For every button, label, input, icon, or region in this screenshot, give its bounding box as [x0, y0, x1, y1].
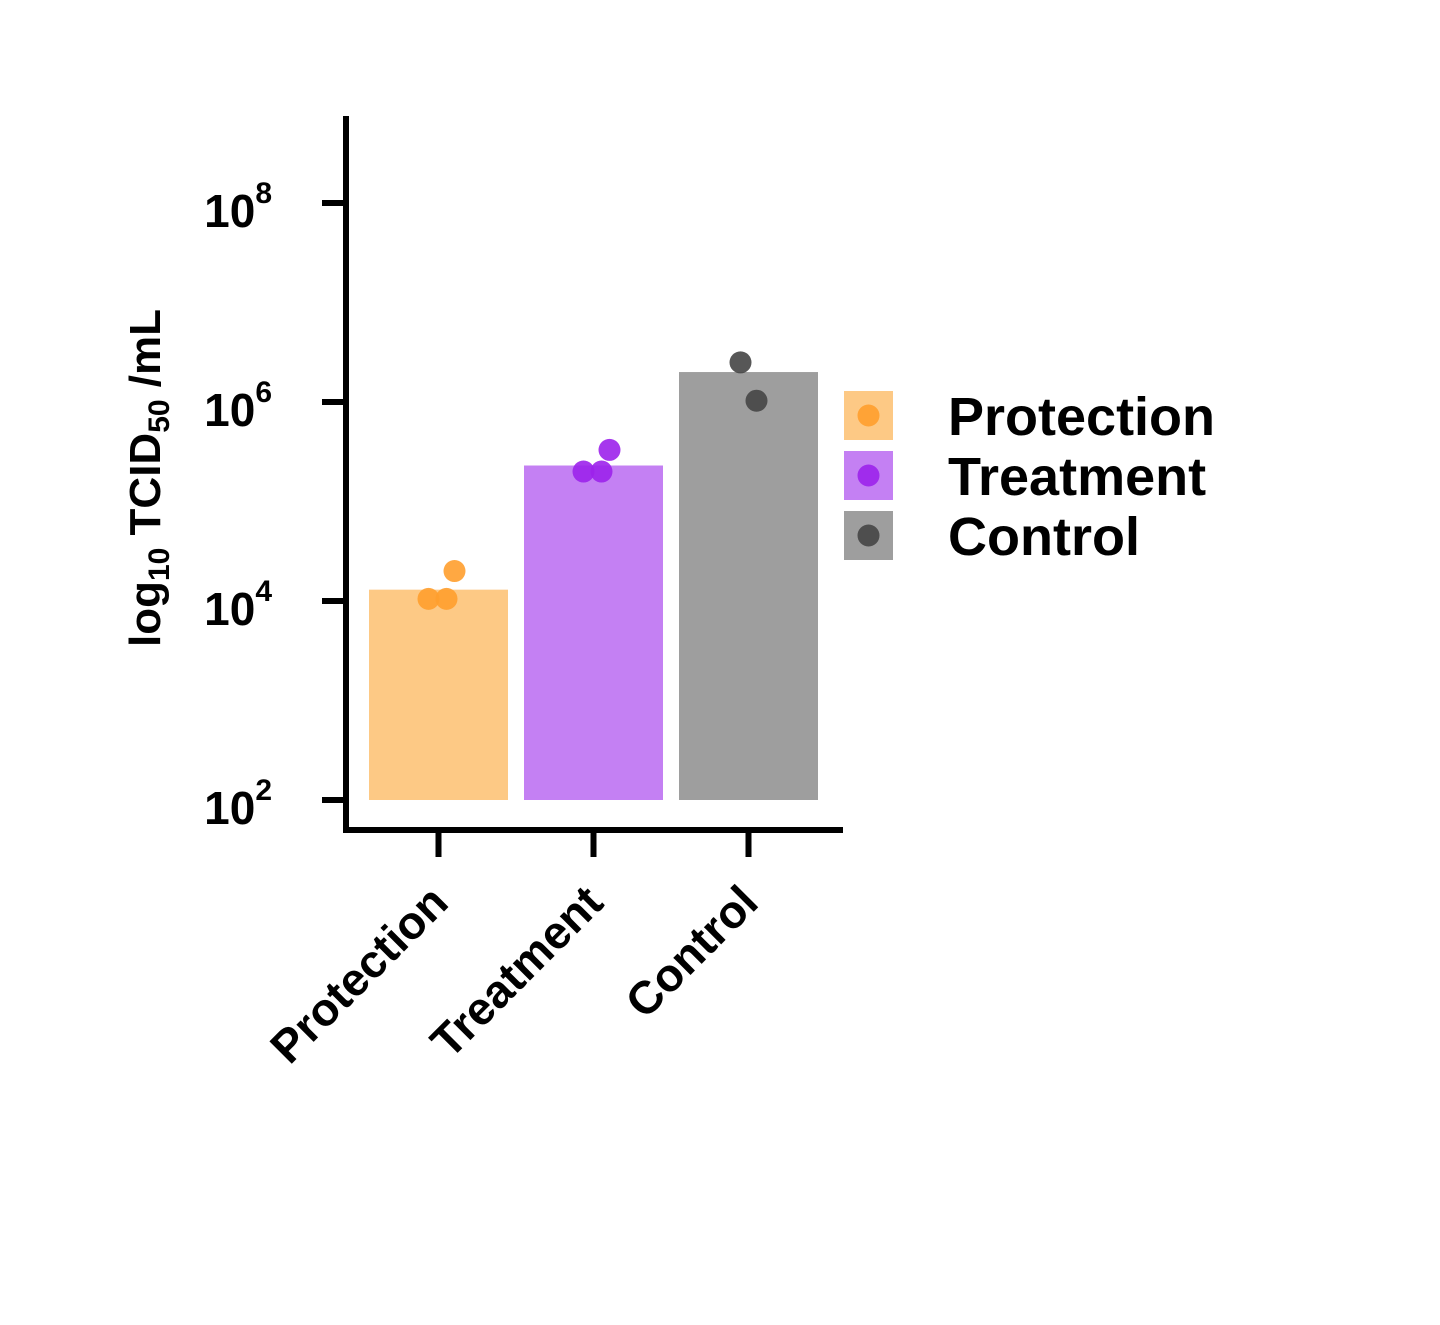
y-tick-base: 10	[204, 583, 255, 635]
point-protection-3	[443, 560, 466, 583]
legend-label-treatment: Treatment	[948, 447, 1206, 507]
legend-marker-control	[857, 524, 880, 547]
point-protection-1	[417, 587, 440, 610]
y-tick-exponent: 8	[255, 177, 272, 210]
point-treatment-1	[572, 460, 595, 483]
y-axis-label: log10 TCID50 /mL	[121, 309, 176, 647]
legend-marker-treatment	[857, 464, 880, 487]
y-tick-exponent: 2	[255, 774, 272, 807]
points-layer	[417, 351, 768, 610]
y-tick-label: 104	[204, 575, 272, 635]
point-treatment-2	[590, 460, 613, 483]
y-axis-label-log: log	[121, 581, 170, 647]
y-axis-label-tcid-sub: 50	[143, 399, 176, 432]
y-axis-label-log-sub: 10	[143, 548, 176, 581]
point-control-2	[745, 389, 768, 412]
bar-treatment	[524, 465, 663, 800]
point-control-1	[729, 351, 752, 374]
y-axis-label-tcid: TCID	[121, 433, 170, 548]
y-tick-base: 10	[204, 782, 255, 834]
point-protection-2	[435, 587, 458, 610]
bar-protection	[369, 589, 508, 800]
legend-label-protection: Protection	[948, 387, 1215, 447]
y-tick-base: 10	[204, 384, 255, 436]
y-tick-exponent: 6	[255, 376, 272, 409]
y-tick-base: 10	[204, 185, 255, 237]
y-tick-label: 108	[204, 177, 272, 237]
y-tick-exponent: 4	[255, 575, 272, 608]
y-axis-label-unit: /mL	[121, 309, 170, 399]
bars-layer	[369, 372, 818, 800]
x-tick-label-control: Control	[615, 875, 767, 1027]
legend-marker-protection	[857, 404, 880, 427]
legend-label-control: Control	[948, 507, 1140, 567]
y-tick-label: 106	[204, 376, 272, 436]
bar-control	[679, 372, 818, 800]
y-tick-label: 102	[204, 774, 272, 834]
point-treatment-3	[598, 438, 621, 461]
x-tick-label-protection: Protection	[260, 875, 458, 1073]
